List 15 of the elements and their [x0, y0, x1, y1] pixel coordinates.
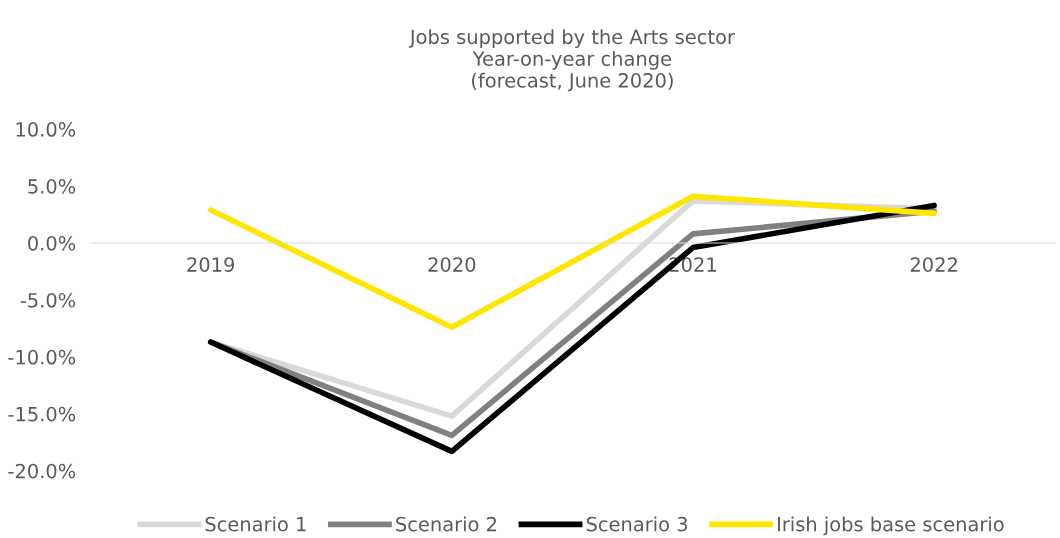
legend-label: Scenario 3 — [586, 516, 688, 532]
y-tick-label: 0.0% — [28, 235, 76, 251]
x-tick-label: 2020 — [428, 257, 476, 272]
x-tick-label: 2022 — [910, 257, 957, 272]
legend-label: Scenario 2 — [396, 516, 497, 532]
y-tick-label: -20.0% — [8, 463, 76, 479]
y-tick-label: -5.0% — [20, 292, 76, 308]
y-tick-label: 5.0% — [28, 179, 76, 194]
chart-title: Jobs supported by the Arts sector Year-on-year change (forecast, June 2020) — [408, 29, 735, 92]
y-tick-label: -10.0% — [8, 349, 76, 365]
legend-label: Irish jobs base scenario — [777, 516, 1004, 536]
legend-label: Scenario 1 — [205, 516, 306, 532]
y-tick-label: -15.0% — [8, 406, 76, 422]
y-tick-label: 10.0% — [16, 122, 76, 137]
x-tick-label: 2019 — [187, 257, 235, 272]
